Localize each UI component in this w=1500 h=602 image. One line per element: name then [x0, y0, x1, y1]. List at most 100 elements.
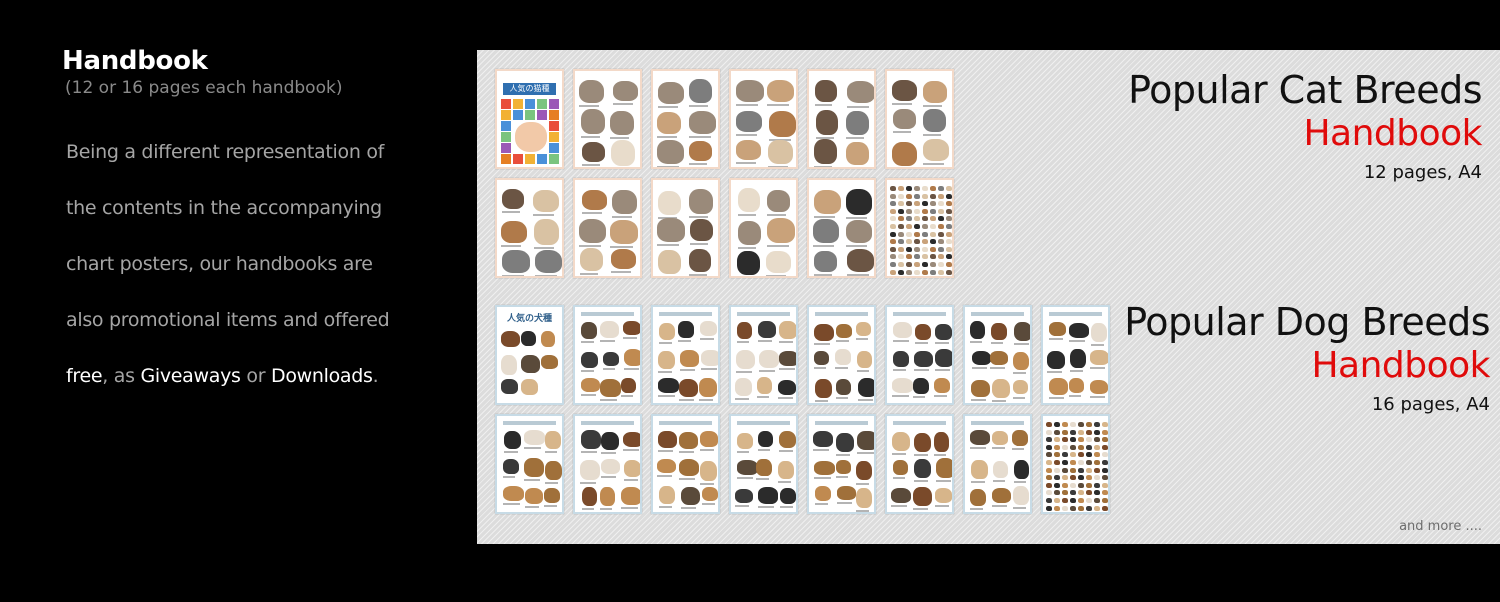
cat-photo	[813, 139, 837, 165]
dog-photo	[1013, 486, 1029, 506]
cat-photo	[914, 269, 920, 275]
caption-line	[814, 104, 833, 107]
cat-photo	[930, 208, 936, 214]
dog-handbook-page[interactable]	[729, 305, 798, 405]
dog-photo	[914, 351, 933, 368]
dog-handbook-page[interactable]	[573, 305, 642, 405]
cat-photo	[938, 208, 944, 214]
cat-handbook-page[interactable]	[573, 69, 642, 169]
cat-photo	[930, 216, 936, 222]
dog-photo	[971, 459, 989, 479]
cat-handbook-page[interactable]	[651, 69, 720, 169]
dog-handbook-cover[interactable]: 人気の犬種	[495, 305, 564, 405]
dog-handbook-page[interactable]	[963, 305, 1032, 405]
dog-photo	[1054, 482, 1060, 488]
cat-photo	[946, 216, 952, 222]
dog-photo	[1094, 482, 1100, 488]
and-more-link[interactable]: and more ....	[1399, 519, 1482, 534]
dog-photo	[1094, 498, 1100, 503]
cat-photo	[610, 220, 639, 244]
dog-handbook-page[interactable]	[885, 414, 954, 514]
dog-handbook-page[interactable]	[1041, 305, 1110, 405]
dog-photo	[658, 430, 678, 449]
dog-handbook-page[interactable]	[495, 414, 564, 514]
dog-handbook-page[interactable]	[807, 414, 876, 514]
dog-photo	[992, 379, 1010, 399]
dog-photo	[1062, 437, 1068, 443]
cat-photo	[890, 208, 896, 214]
caption-line	[688, 216, 709, 218]
caption-line	[600, 339, 616, 342]
caption-line	[846, 166, 865, 167]
caption-line	[735, 398, 749, 401]
cat-handbook-page[interactable]	[651, 178, 720, 278]
dog-photo	[737, 321, 753, 339]
dog-photo	[1078, 490, 1084, 496]
dog-photo	[580, 378, 600, 393]
page-header-bar	[815, 421, 868, 425]
cat-photo	[814, 250, 837, 272]
cat-photo	[892, 141, 917, 167]
dog-photo	[1070, 460, 1076, 465]
dog-photo	[1046, 452, 1052, 458]
cat-photo	[930, 254, 936, 260]
cover-tile	[513, 154, 523, 164]
cat-photo	[845, 189, 873, 215]
caption-line	[970, 446, 987, 449]
cat-handbook-cover[interactable]: 人気の猫種	[495, 69, 564, 169]
dog-handbook-page[interactable]	[729, 414, 798, 514]
cat-photo	[898, 239, 904, 245]
dog-handbook-page[interactable]	[1041, 414, 1110, 514]
cat-handbook-page[interactable]	[807, 69, 876, 169]
cat-handbook-page[interactable]	[807, 178, 876, 278]
dog-photo	[914, 323, 932, 340]
caption-line	[855, 482, 869, 485]
dog-photo	[1086, 482, 1092, 488]
dog-handbook-page[interactable]	[885, 305, 954, 405]
dog-handbook-page[interactable]	[651, 305, 720, 405]
cat-handbook-page[interactable]	[729, 69, 798, 169]
dog-photo	[1062, 482, 1068, 488]
dog-photo	[914, 458, 932, 479]
cat-photo	[906, 201, 912, 207]
caption-line	[601, 476, 617, 479]
cover-tile	[501, 154, 511, 164]
cat-photo	[906, 224, 912, 229]
caption-line	[835, 476, 849, 479]
dog-photo	[990, 350, 1009, 366]
caption-line	[610, 136, 630, 139]
dog-photo	[658, 350, 676, 370]
caption-line	[600, 508, 613, 511]
dog-photo	[1102, 505, 1108, 511]
dog-handbook-page[interactable]	[573, 414, 642, 514]
cat-handbook-page[interactable]	[885, 69, 954, 169]
cat-handbook-page[interactable]	[729, 178, 798, 278]
description-line: the contents in the accompanying	[66, 197, 382, 219]
cat-photo	[813, 219, 839, 243]
cover-tile	[537, 99, 547, 109]
cat-handbook-page[interactable]	[495, 178, 564, 278]
dog-photo	[581, 430, 601, 449]
caption-line	[581, 212, 602, 215]
cat-photo	[906, 246, 912, 252]
dog-handbook-page[interactable]	[963, 414, 1032, 514]
dog-photo	[892, 378, 914, 393]
dog-photo	[699, 321, 717, 336]
cat-photo	[688, 249, 712, 272]
cat-handbook-page[interactable]	[885, 178, 954, 278]
cat-photo	[892, 109, 916, 130]
dog-photo	[992, 430, 1009, 446]
dog-photo	[1054, 475, 1060, 481]
cat-photo	[611, 248, 637, 269]
dog-photo	[1094, 460, 1100, 465]
caption-line	[612, 103, 633, 106]
caption-line	[688, 135, 711, 138]
caption-line	[623, 368, 640, 371]
cat-photo	[890, 193, 896, 199]
cat-handbook-page[interactable]	[573, 178, 642, 278]
dog-handbook-page[interactable]	[651, 414, 720, 514]
dog-photo	[1102, 482, 1108, 488]
dog-handbook-page[interactable]	[807, 305, 876, 405]
dog-photo	[1046, 422, 1052, 427]
dog-photo	[1047, 351, 1066, 370]
